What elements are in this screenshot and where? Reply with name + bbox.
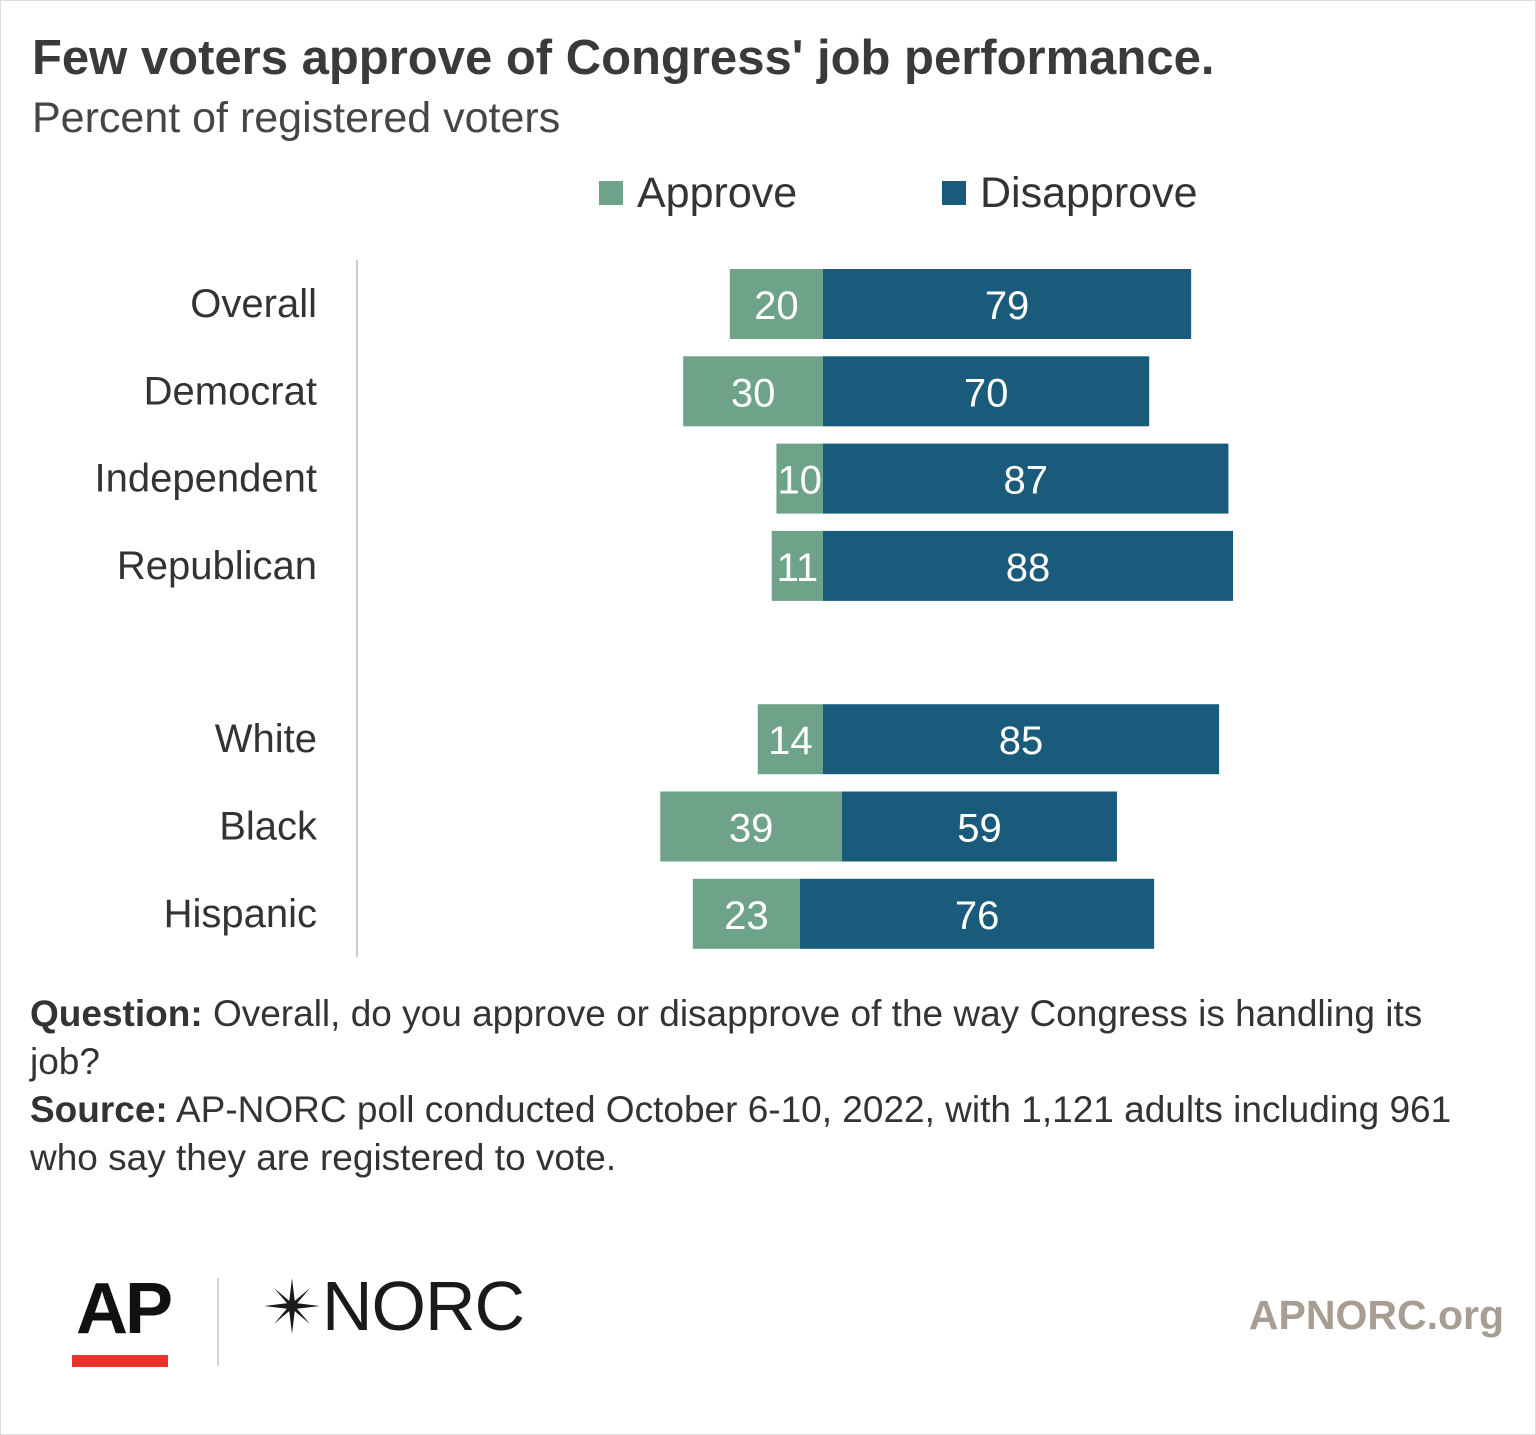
- category-label-white: White: [215, 717, 317, 761]
- ap-logo: AP: [76, 1269, 173, 1349]
- legend-label-approve: Approve: [637, 168, 798, 217]
- disapprove-bar-black: [842, 791, 1117, 862]
- category-label-democrat: Democrat: [144, 369, 317, 413]
- norc-logo-text: NORC: [322, 1267, 525, 1345]
- chart-subtitle: Percent of registered voters: [32, 94, 561, 142]
- approve-bar-republican: [771, 530, 823, 601]
- legend-item-approve: Approve: [599, 168, 797, 218]
- approve-value-label-republican: 11: [777, 546, 819, 590]
- category-label-republican: Republican: [117, 544, 317, 588]
- approve-bar-hispanic: [692, 878, 800, 949]
- chart-title: Few voters approve of Congress' job perf…: [32, 31, 1215, 85]
- approve-bar-independent: [776, 443, 823, 514]
- legend-label-disapprove: Disapprove: [980, 168, 1198, 217]
- disapprove-bar-white: [823, 704, 1220, 775]
- source-note: Source: AP-NORC poll conducted October 6…: [30, 1086, 1500, 1182]
- approve-value-label-hispanic: 23: [724, 894, 769, 938]
- disapprove-value-label-overall: 79: [985, 284, 1030, 328]
- category-label-black: Black: [219, 805, 318, 849]
- legend-item-disapprove: Disapprove: [942, 168, 1198, 218]
- approve-bar-white: [757, 704, 823, 775]
- disapprove-value-label-republican: 88: [1006, 546, 1051, 590]
- chart-notes: Question: Overall, do you approve or dis…: [30, 990, 1500, 1182]
- disapprove-bar-overall: [823, 269, 1192, 339]
- question-text: Overall, do you approve or disapprove of…: [30, 993, 1423, 1082]
- category-label-overall: Overall: [190, 282, 317, 326]
- disapprove-value-label-white: 85: [999, 719, 1044, 763]
- approve-value-label-independent: 10: [777, 459, 822, 503]
- disapprove-value-label-black: 59: [957, 807, 1002, 851]
- logo-divider: [217, 1278, 219, 1366]
- approve-bar-black: [660, 791, 842, 862]
- ap-logo-underline: [72, 1355, 168, 1367]
- disapprove-value-label-independent: 87: [1003, 459, 1048, 503]
- disapprove-bar-democrat: [823, 356, 1150, 427]
- category-label-hispanic: Hispanic: [164, 892, 317, 936]
- approve-value-label-black: 39: [729, 807, 774, 851]
- approve-value-label-overall: 20: [754, 284, 799, 328]
- question-note: Question: Overall, do you approve or dis…: [30, 990, 1500, 1086]
- approve-bar-democrat: [683, 356, 823, 427]
- disapprove-value-label-democrat: 70: [964, 371, 1009, 415]
- norc-star-icon: [264, 1278, 320, 1334]
- disapprove-bar-independent: [823, 443, 1229, 514]
- category-label-independent: Independent: [95, 457, 317, 501]
- question-label: Question:: [30, 993, 203, 1034]
- disapprove-bar-hispanic: [800, 878, 1155, 949]
- site-url: APNORC.org: [1248, 1292, 1504, 1338]
- disapprove-value-label-hispanic: 76: [955, 894, 1000, 938]
- disapprove-bar-republican: [823, 530, 1234, 601]
- disapprove-swatch: [942, 181, 966, 205]
- source-label: Source:: [30, 1089, 168, 1130]
- approve-swatch: [599, 181, 623, 205]
- approve-bar-overall: [729, 269, 823, 339]
- source-text: AP-NORC poll conducted October 6-10, 202…: [30, 1089, 1452, 1178]
- approve-value-label-democrat: 30: [731, 371, 776, 415]
- norc-logo: NORC: [262, 1266, 525, 1346]
- bar-chart: Overall 20 79 Democrat 30 70 Independent 10 87 Re…: [95, 260, 1234, 957]
- approve-value-label-white: 14: [768, 719, 813, 763]
